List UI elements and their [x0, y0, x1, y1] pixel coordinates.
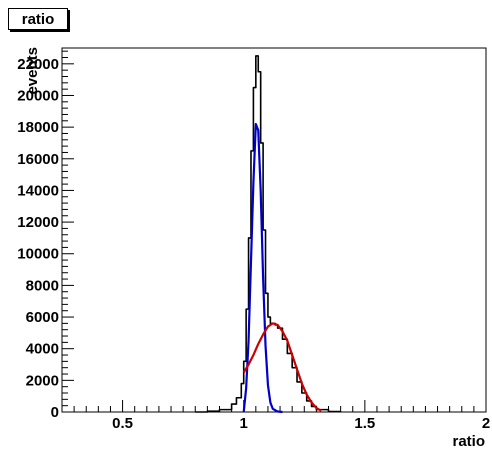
y-tick-label: 10000: [17, 246, 59, 263]
y-tick-label: 18000: [17, 119, 59, 136]
y-tick-label: 16000: [17, 151, 59, 168]
y-tick-label: 6000: [26, 309, 59, 326]
x-tick-label: 2: [482, 415, 490, 432]
chart-title: ratio: [21, 10, 55, 28]
y-tick-label: 20000: [17, 87, 59, 104]
axes: 0.5 1 1.5 2 0 2000 4000 6000 8000 10000 12000 14000…: [17, 47, 490, 432]
chart-title-box: ratio: [8, 8, 68, 30]
y-tick-label: 22000: [17, 56, 59, 73]
y-tick-label: 2000: [26, 372, 59, 389]
x-axis-label: ratio: [452, 433, 485, 450]
series-line-0: [195, 55, 342, 413]
y-tick-label: 4000: [26, 341, 59, 358]
series-line-1: [242, 122, 283, 414]
y-axis-label: events: [24, 47, 41, 95]
y-tick-label: 0: [51, 404, 59, 421]
x-tick-label: 0.5: [112, 415, 133, 432]
y-tick-label: 8000: [26, 277, 59, 294]
chart-marks: [195, 55, 342, 414]
x-tick-label: 1: [240, 415, 248, 432]
plot-frame: [61, 47, 487, 413]
y-tick-label: 14000: [17, 182, 59, 199]
series-line-2: [242, 322, 322, 412]
y-tick-label: 12000: [17, 214, 59, 231]
x-tick-label: 1.5: [354, 415, 375, 432]
